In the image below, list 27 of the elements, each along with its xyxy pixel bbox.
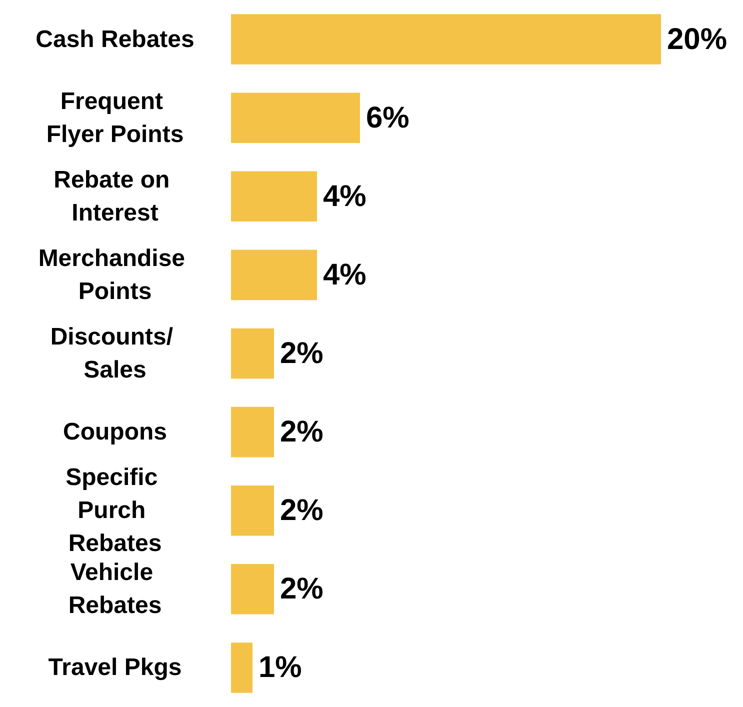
y-tick-label: Cash Rebates [36, 26, 194, 53]
bar [231, 250, 317, 300]
y-tick-label: Frequent Flyer Points [46, 88, 184, 148]
bar [231, 92, 360, 143]
bar [231, 14, 661, 64]
y-tick-label: Travel Pkgs [48, 654, 182, 682]
y-tick-label: Discounts/ Sales [50, 324, 180, 384]
y-tick-label: Merchandise Points [38, 244, 192, 305]
data-label: 2% [280, 494, 324, 528]
data-label: 20% [667, 22, 728, 56]
data-label: 2% [280, 572, 324, 606]
bar [231, 171, 317, 222]
data-label: 2% [280, 416, 324, 449]
bar [231, 406, 274, 458]
y-tick-label: Vehicle Rebates [68, 559, 162, 620]
data-label: 4% [323, 258, 366, 292]
data-label: 2% [280, 337, 324, 370]
bar [231, 642, 252, 693]
bar [231, 485, 274, 536]
bar [231, 328, 274, 379]
data-label: 6% [366, 101, 410, 134]
y-tick-label: Specific Purch Rebates [66, 464, 164, 558]
bar [231, 564, 274, 614]
y-tick-label: Coupons [63, 418, 167, 446]
y-tick-label: Rebate on Interest [54, 166, 176, 226]
data-label: 1% [258, 651, 302, 684]
data-label: 4% [323, 180, 366, 213]
